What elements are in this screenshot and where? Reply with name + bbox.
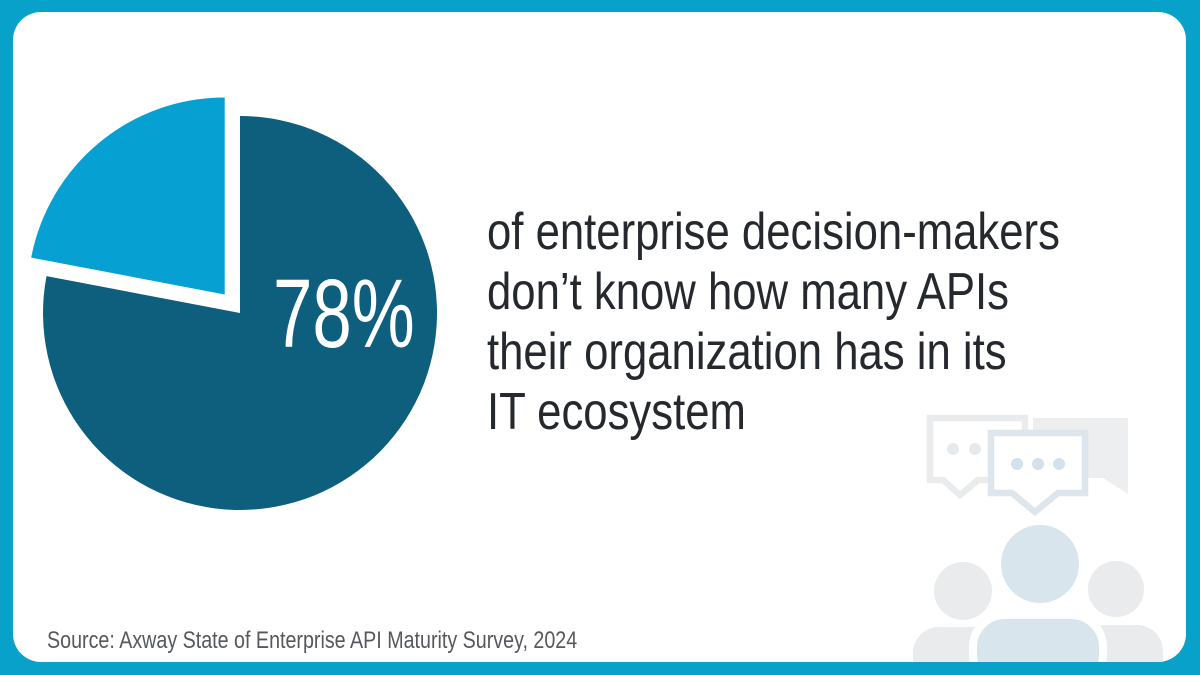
person-left-head — [934, 562, 992, 620]
bubble-dot — [969, 443, 981, 455]
bubble-dot — [947, 443, 959, 455]
people-icon — [913, 525, 1163, 662]
person-right-head — [1088, 561, 1144, 617]
source-text: Source: Axway State of Enterprise API Ma… — [47, 627, 578, 654]
bubble-dot — [1032, 458, 1044, 470]
statement-text: of enterprise decision-makers don’t know… — [487, 202, 1060, 442]
bubble-dot — [1011, 458, 1023, 470]
watermark — [913, 414, 1163, 662]
stat-value: 78% — [273, 259, 415, 368]
speech-bubbles-icon — [926, 414, 1128, 517]
pie-slice-majority — [43, 116, 438, 510]
person-center-head — [1001, 525, 1079, 603]
statement-line: IT ecosystem — [487, 383, 746, 441]
pie-chart — [31, 97, 438, 510]
person-center-body — [969, 611, 1107, 662]
front-bubble-shape — [987, 429, 1089, 517]
content-card: 78% of enterprise decision-makers don’t … — [13, 12, 1186, 662]
statement-line: of enterprise decision-makers — [487, 203, 1060, 261]
pie-slice-minority-exploded — [31, 97, 225, 295]
statement-line: their organization has in its — [487, 323, 1007, 381]
statement-line: don’t know how many APIs — [487, 263, 1010, 321]
bubble-dot — [1053, 458, 1065, 470]
